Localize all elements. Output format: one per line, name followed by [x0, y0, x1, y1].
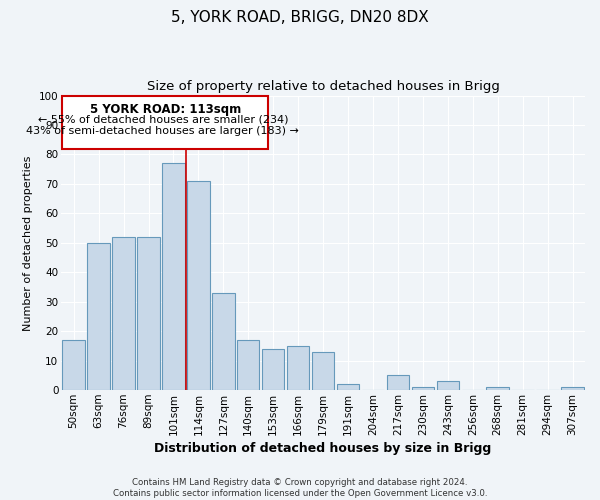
Text: ← 55% of detached houses are smaller (234): ← 55% of detached houses are smaller (23… — [38, 114, 288, 124]
Bar — [337, 384, 359, 390]
Bar — [312, 352, 334, 390]
Bar — [162, 164, 185, 390]
Bar — [237, 340, 259, 390]
Bar — [437, 382, 459, 390]
X-axis label: Distribution of detached houses by size in Brigg: Distribution of detached houses by size … — [154, 442, 492, 455]
FancyBboxPatch shape — [62, 96, 268, 148]
Bar — [187, 181, 209, 390]
Text: 5, YORK ROAD, BRIGG, DN20 8DX: 5, YORK ROAD, BRIGG, DN20 8DX — [171, 10, 429, 25]
Bar — [387, 376, 409, 390]
Bar — [88, 243, 110, 390]
Bar — [212, 293, 235, 390]
Bar — [562, 387, 584, 390]
Title: Size of property relative to detached houses in Brigg: Size of property relative to detached ho… — [146, 80, 500, 93]
Bar — [262, 349, 284, 390]
Bar — [112, 237, 135, 390]
Bar — [487, 387, 509, 390]
Y-axis label: Number of detached properties: Number of detached properties — [23, 155, 33, 330]
Text: Contains HM Land Registry data © Crown copyright and database right 2024.
Contai: Contains HM Land Registry data © Crown c… — [113, 478, 487, 498]
Text: 43% of semi-detached houses are larger (183) →: 43% of semi-detached houses are larger (… — [26, 126, 299, 136]
Bar — [412, 387, 434, 390]
Bar — [137, 237, 160, 390]
Bar — [287, 346, 310, 390]
Text: 5 YORK ROAD: 113sqm: 5 YORK ROAD: 113sqm — [90, 103, 241, 116]
Bar — [62, 340, 85, 390]
